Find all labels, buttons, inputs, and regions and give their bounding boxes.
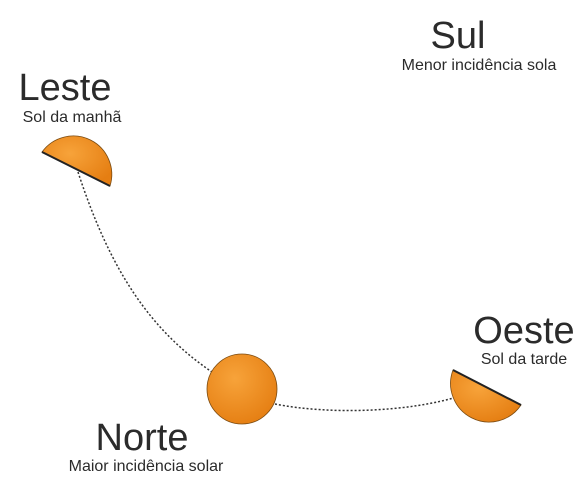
noon-sun <box>207 354 277 424</box>
north-label: Norte <box>96 417 189 459</box>
west-note: Sol da tarde <box>481 351 567 368</box>
east-note: Sol da manhã <box>23 109 122 126</box>
east-label: Leste <box>19 67 112 109</box>
south-label: Sul <box>431 15 486 57</box>
sun-path-morning <box>78 172 212 372</box>
sun-path-diagram: Sul Menor incidência sola Leste Sol da m… <box>0 0 581 478</box>
west-label: Oeste <box>473 310 574 352</box>
south-note: Menor incidência sola <box>402 57 557 74</box>
north-note: Maior incidência solar <box>69 458 224 475</box>
setting-sun <box>451 370 521 422</box>
sun-path-afternoon <box>275 396 460 411</box>
rising-sun <box>42 136 112 186</box>
